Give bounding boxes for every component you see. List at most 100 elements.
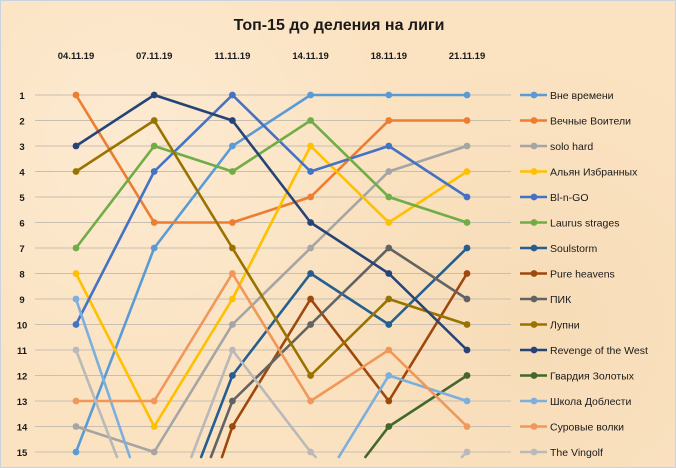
legend-item[interactable]: solo hard (520, 141, 593, 153)
legend-item[interactable]: Школа Доблести (520, 396, 631, 408)
legend-marker-icon (530, 346, 538, 354)
data-point (463, 91, 471, 99)
series-line-segment (74, 348, 119, 459)
data-point (463, 397, 471, 405)
legend-label: Pure heavens (550, 269, 615, 281)
data-point (385, 219, 393, 226)
legend-item[interactable]: ПИК (520, 294, 572, 306)
x-tick-label: 21.11.19 (449, 51, 485, 62)
series-line-segment (152, 297, 234, 428)
series-line-segment (152, 144, 234, 173)
legend-item[interactable]: The Vingolf (520, 447, 603, 459)
series-10 (72, 91, 471, 354)
legend-marker-icon (530, 193, 538, 201)
x-tick-label: 18.11.19 (371, 51, 407, 62)
series-4 (72, 91, 471, 328)
series-line-segment (220, 425, 234, 459)
series-line-segment (231, 272, 312, 377)
legend-item[interactable]: Вечные Воители (520, 116, 631, 128)
data-point (385, 91, 393, 99)
data-point (229, 295, 236, 303)
legend-marker-icon (530, 168, 538, 175)
data-point (307, 397, 314, 405)
legend-marker-icon (530, 219, 538, 226)
legend-label: Суровые волки (550, 422, 624, 434)
data-point (307, 295, 314, 303)
legend-marker-icon (530, 448, 538, 456)
data-point (307, 193, 314, 201)
data-point (72, 423, 80, 430)
data-point (229, 346, 236, 354)
legend-marker-icon (530, 372, 538, 379)
legend-label: Гвардия Золотых (550, 371, 635, 383)
legend-item[interactable]: Laurus strages (520, 218, 619, 230)
data-point (72, 397, 80, 405)
data-point (385, 295, 393, 303)
data-point (150, 397, 158, 405)
data-point (72, 346, 80, 354)
data-point (385, 117, 393, 124)
series-line-segment (387, 246, 469, 301)
series-line-segment (74, 93, 156, 148)
legend-item[interactable]: Альян Избранных (520, 167, 638, 179)
data-point (463, 219, 471, 226)
data-point (463, 372, 471, 379)
legend-item[interactable]: Вне времени (520, 90, 614, 102)
series-11 (364, 372, 471, 459)
data-point (307, 142, 314, 150)
data-point (463, 193, 471, 201)
legend-marker-icon (530, 270, 538, 277)
series-line-segment (231, 323, 312, 403)
data-point (463, 448, 471, 456)
series-line-segment (231, 272, 312, 403)
series-8 (209, 244, 471, 459)
data-point (150, 91, 158, 99)
data-point (229, 397, 236, 405)
legend-marker-icon (530, 244, 538, 252)
data-point (307, 91, 314, 99)
legend-label: Лупни (550, 320, 580, 332)
series-line-segment (199, 374, 234, 459)
series-13 (72, 270, 471, 430)
series-line-segment (309, 297, 391, 377)
data-point (229, 117, 236, 124)
legend-item[interactable]: Soulstorm (520, 243, 598, 255)
data-point (307, 219, 314, 226)
legend-item[interactable]: Pure heavens (520, 269, 615, 281)
data-point (150, 423, 158, 430)
legend-marker-icon (530, 397, 538, 405)
series-line-segment (231, 348, 312, 454)
legend-item[interactable]: Гвардия Золотых (520, 371, 635, 383)
data-point (229, 142, 236, 150)
legend-marker-icon (530, 142, 538, 150)
series-line-segment (152, 323, 234, 454)
chart-title: Топ-15 до деления на лиги (234, 17, 445, 34)
series-line-segment (231, 246, 312, 377)
data-point (385, 142, 393, 150)
data-point (463, 168, 471, 175)
series-line-segment (309, 144, 391, 224)
data-point (72, 321, 80, 328)
series-line-segment (152, 272, 234, 403)
legend-item[interactable]: Revenge of the West (520, 345, 648, 357)
y-tick-label: 13 (17, 397, 28, 408)
series-line-segment (387, 272, 469, 352)
series-line-segment (337, 374, 391, 459)
data-point (229, 270, 236, 277)
data-point (229, 168, 236, 175)
series-line-segment (231, 246, 312, 326)
data-point (72, 91, 80, 99)
legend-item[interactable]: Суровые волки (520, 422, 624, 434)
legend-item[interactable]: Bl-n-GO (520, 192, 589, 204)
legend-marker-icon (530, 117, 538, 124)
series-line-segment (152, 93, 234, 122)
data-point (229, 244, 236, 252)
series-line-segment (231, 144, 312, 301)
legend-label: Вечные Воители (550, 116, 631, 128)
legend-item[interactable]: Лупни (520, 320, 580, 332)
series-line-segment (190, 348, 234, 459)
series-14 (72, 346, 471, 459)
legend-label: Revenge of the West (550, 345, 648, 357)
y-tick-label: 2 (19, 117, 24, 128)
data-point (385, 168, 393, 175)
